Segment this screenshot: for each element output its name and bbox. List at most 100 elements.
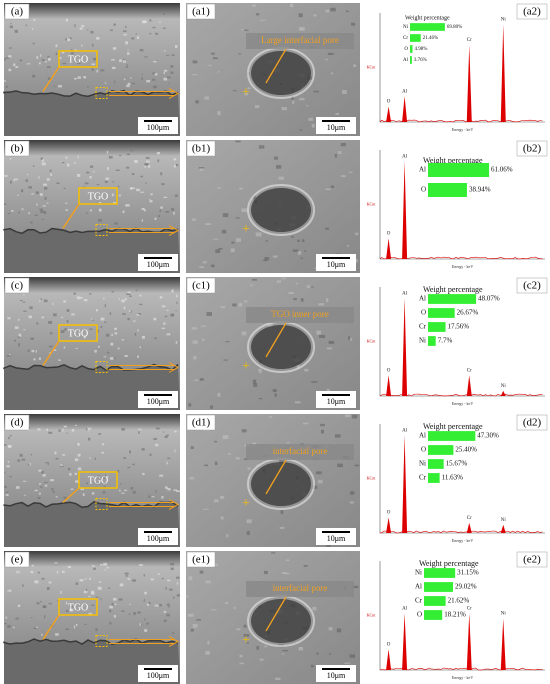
sem-texture bbox=[139, 346, 142, 349]
sem-texture bbox=[95, 309, 98, 312]
detail-texture bbox=[268, 416, 273, 418]
sem-texture bbox=[65, 156, 68, 159]
sem-texture bbox=[36, 56, 39, 59]
detail-texture bbox=[276, 165, 282, 169]
sem-texture bbox=[166, 309, 169, 311]
detail-texture bbox=[241, 208, 248, 213]
sem-texture bbox=[176, 582, 179, 585]
sem-texture bbox=[47, 462, 49, 466]
sem-texture bbox=[65, 18, 68, 22]
eds-peak-label: Al bbox=[402, 154, 408, 159]
sem-texture bbox=[81, 25, 85, 28]
detail-texture bbox=[217, 71, 220, 73]
sem-texture bbox=[151, 496, 155, 498]
detail-texture bbox=[272, 388, 277, 393]
tgo-line bbox=[3, 638, 179, 646]
sem-texture bbox=[153, 317, 157, 321]
sem-texture bbox=[109, 605, 113, 609]
weight-bar bbox=[424, 596, 446, 606]
sem-texture bbox=[13, 339, 16, 342]
sem-texture bbox=[175, 294, 178, 298]
detail-texture bbox=[241, 429, 247, 433]
detail-texture bbox=[302, 422, 309, 425]
sem-texture bbox=[10, 180, 12, 184]
sem-texture bbox=[141, 448, 145, 451]
weight-bar bbox=[410, 45, 413, 53]
sem-texture bbox=[170, 71, 174, 74]
sem-texture bbox=[124, 354, 128, 357]
detail-texture bbox=[192, 60, 198, 64]
sem-texture bbox=[42, 473, 46, 477]
tgo-box bbox=[58, 324, 98, 342]
detail-texture bbox=[262, 259, 268, 262]
sem-texture bbox=[149, 33, 152, 35]
region-arrow bbox=[109, 636, 180, 647]
sem-texture bbox=[36, 626, 38, 628]
detail-texture bbox=[188, 576, 193, 581]
sem-texture bbox=[50, 173, 53, 176]
sem-texture bbox=[134, 333, 137, 336]
weight-label: 15.67% bbox=[446, 460, 468, 468]
detail-texture bbox=[235, 217, 241, 219]
sem-texture bbox=[174, 449, 176, 453]
sem-texture bbox=[103, 486, 106, 488]
sem-texture bbox=[131, 82, 136, 85]
sem-texture bbox=[7, 317, 11, 320]
sem-texture bbox=[155, 427, 160, 430]
sem-texture bbox=[40, 157, 43, 161]
sem-texture bbox=[70, 49, 73, 51]
sem-texture bbox=[111, 66, 116, 70]
panel-label-box bbox=[516, 414, 548, 431]
detail-texture bbox=[239, 662, 244, 665]
detail-texture bbox=[271, 552, 276, 554]
scale-bar-label: 10μm bbox=[327, 260, 346, 269]
sem-texture bbox=[85, 171, 90, 174]
sem-texture bbox=[40, 210, 45, 214]
sem-texture bbox=[103, 356, 107, 358]
sem-texture bbox=[17, 604, 21, 608]
sem-texture bbox=[90, 590, 95, 593]
region-arrow bbox=[109, 362, 180, 373]
sem-texture bbox=[164, 315, 168, 318]
sem-texture bbox=[90, 318, 94, 320]
region-arrow bbox=[109, 499, 180, 510]
detail-texture bbox=[325, 298, 329, 302]
sem-texture bbox=[83, 299, 88, 302]
sem-texture bbox=[18, 211, 20, 214]
eds-peak-label: O bbox=[387, 643, 391, 648]
sem-texture bbox=[75, 582, 79, 585]
sem-texture bbox=[153, 85, 157, 89]
sem-texture bbox=[169, 588, 173, 591]
sem-texture bbox=[7, 624, 11, 628]
weight-label: 61.06% bbox=[491, 166, 513, 174]
sem-texture bbox=[100, 564, 103, 566]
sem-texture bbox=[146, 79, 151, 83]
sem-texture bbox=[63, 346, 66, 349]
detail-texture bbox=[313, 90, 319, 93]
sem-texture bbox=[14, 326, 19, 329]
legend-title: Weight percentage bbox=[423, 156, 483, 165]
detail-texture bbox=[243, 634, 250, 637]
detail-texture bbox=[211, 609, 217, 611]
eds-peak-label: O bbox=[387, 511, 391, 516]
sem-texture bbox=[126, 204, 130, 207]
detail-texture bbox=[264, 645, 268, 648]
sem-texture bbox=[74, 458, 79, 462]
sem-texture bbox=[42, 605, 47, 608]
detail-texture bbox=[286, 572, 290, 575]
detail-texture bbox=[341, 90, 347, 94]
pore bbox=[251, 599, 311, 643]
sem-texture bbox=[163, 322, 166, 325]
sem-texture bbox=[41, 577, 45, 580]
element-name: O bbox=[404, 47, 408, 52]
sem-texture bbox=[7, 445, 11, 448]
sem-texture bbox=[44, 197, 47, 200]
detail-texture bbox=[191, 327, 197, 330]
sem-texture bbox=[167, 579, 171, 582]
sem-texture bbox=[9, 158, 12, 160]
sem-texture bbox=[174, 45, 178, 48]
sem-texture bbox=[109, 609, 112, 613]
sem-texture bbox=[98, 209, 102, 211]
sem-texture bbox=[54, 562, 58, 564]
detail-texture bbox=[304, 250, 307, 252]
